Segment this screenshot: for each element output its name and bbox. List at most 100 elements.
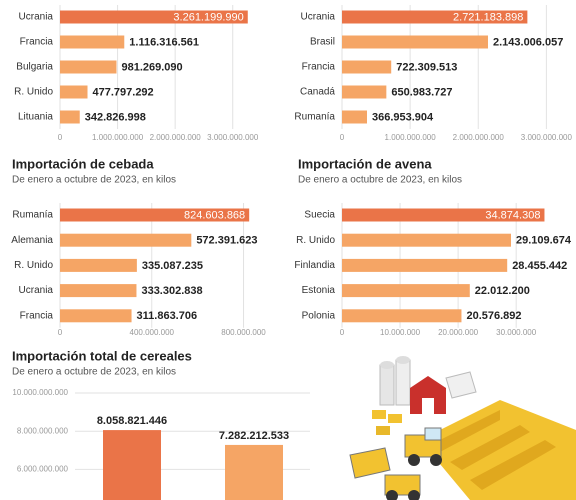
x-tick-label: 800.000.000 (221, 328, 266, 337)
tractor (384, 474, 421, 496)
bar (342, 60, 392, 74)
silo (395, 359, 411, 406)
value-label: 981.269.090 (121, 61, 182, 73)
chart-title: Importación de avena (298, 156, 432, 171)
value-label: 477.797.292 (93, 86, 154, 98)
x-tick-label: 0 (58, 133, 63, 142)
hay-bale (372, 410, 386, 419)
silo-top (396, 356, 410, 364)
bar (60, 10, 248, 24)
bar (342, 85, 387, 99)
chart-subtitle: De enero a octubre de 2023, en kilos (12, 367, 176, 378)
y-tick-label: 6.000.000.000 (17, 465, 69, 474)
x-tick-label: 0 (58, 328, 63, 337)
bar (60, 85, 88, 99)
chart-title: Importación total de cereales (12, 348, 192, 363)
value-label: 311.863.706 (137, 310, 198, 322)
barn (410, 376, 446, 414)
bar (342, 258, 508, 272)
value-label: 20.576.892 (466, 310, 521, 322)
x-tick-label: 20.000.000 (438, 328, 479, 337)
wheel (430, 454, 442, 466)
value-label: 22.012.200 (475, 285, 530, 297)
value-label: 29.109.674 (516, 235, 572, 247)
bar (60, 233, 192, 247)
bar (60, 258, 137, 272)
bar (60, 110, 80, 124)
bar (60, 208, 250, 222)
value-label: 366.953.904 (372, 111, 434, 123)
value-label: 335.087.235 (142, 260, 203, 272)
bar (342, 10, 528, 24)
x-tick-label: 1.000.000.000 (385, 133, 437, 142)
value-label: 28.455.442 (512, 260, 567, 272)
value-label: 3.261.199.990 (173, 11, 243, 23)
category-label: Lituania (18, 112, 53, 123)
field (420, 400, 576, 500)
x-tick-label: 3.000.000.000 (521, 133, 573, 142)
x-tick-label: 2.000.000.000 (150, 133, 202, 142)
bar (342, 208, 545, 222)
trailer (349, 447, 391, 479)
y-tick-label: 8.000.000.000 (17, 426, 69, 435)
category-label: Bulgaria (16, 62, 53, 73)
wheel (386, 490, 398, 500)
bar (342, 309, 462, 323)
barn-door (422, 398, 434, 414)
value-label: 333.302.838 (141, 285, 202, 297)
category-label: Francia (20, 37, 54, 48)
category-label: Canadá (300, 87, 335, 98)
wheel (408, 454, 420, 466)
value-label: 8.058.821.446 (97, 415, 167, 427)
x-tick-label: 0 (340, 328, 345, 337)
category-label: R. Unido (296, 235, 335, 246)
field-row (430, 410, 500, 452)
hay-bale (376, 426, 390, 435)
x-tick-label: 3.000.000.000 (207, 133, 259, 142)
field-row (470, 440, 556, 490)
bar (60, 284, 137, 298)
category-label: Ucrania (19, 12, 54, 23)
category-label: Alemania (11, 235, 53, 246)
category-label: Rumanía (294, 112, 335, 123)
category-label: Brasil (310, 37, 335, 48)
value-label: 650.983.727 (391, 86, 452, 98)
category-label: Francia (20, 310, 54, 321)
category-label: Polonia (302, 310, 336, 321)
category-label: Suecia (304, 210, 335, 221)
category-label: Ucrania (19, 285, 54, 296)
category-label: Ucrania (301, 12, 336, 23)
value-label: 7.282.212.533 (219, 430, 289, 442)
chart-subtitle: De enero a octubre de 2023, en kilos (12, 175, 176, 186)
value-label: 2.143.006.057 (493, 36, 563, 48)
bar (342, 284, 470, 298)
value-label: 572.391.623 (196, 235, 257, 247)
silo (379, 364, 395, 406)
chart-subtitle: De enero a octubre de 2023, en kilos (298, 175, 462, 186)
bar (60, 60, 117, 74)
category-label: R. Unido (14, 260, 53, 271)
value-label: 722.309.513 (396, 61, 457, 73)
x-tick-label: 10.000.000 (380, 328, 421, 337)
value-label: 1.116.316.561 (129, 36, 199, 48)
bar (342, 35, 488, 49)
farm-illustration (349, 356, 576, 500)
x-tick-label: 0 (340, 133, 345, 142)
bar (225, 444, 283, 500)
wheel (408, 490, 420, 500)
bar (60, 35, 125, 49)
greenhouse (445, 371, 477, 399)
value-label: 824.603.868 (184, 209, 245, 221)
value-label: 34.874.308 (485, 209, 540, 221)
field-row (450, 425, 530, 470)
category-label: Estonia (302, 285, 336, 296)
y-tick-label: 10.000.000.000 (12, 388, 68, 397)
harvester-cab (424, 427, 442, 441)
value-label: 2.721.183.898 (453, 11, 523, 23)
category-label: R. Unido (14, 87, 53, 98)
x-tick-label: 30.000.000 (496, 328, 537, 337)
value-label: 342.826.998 (85, 111, 146, 123)
category-label: Rumanía (12, 210, 53, 221)
x-tick-label: 400.000.000 (130, 328, 175, 337)
